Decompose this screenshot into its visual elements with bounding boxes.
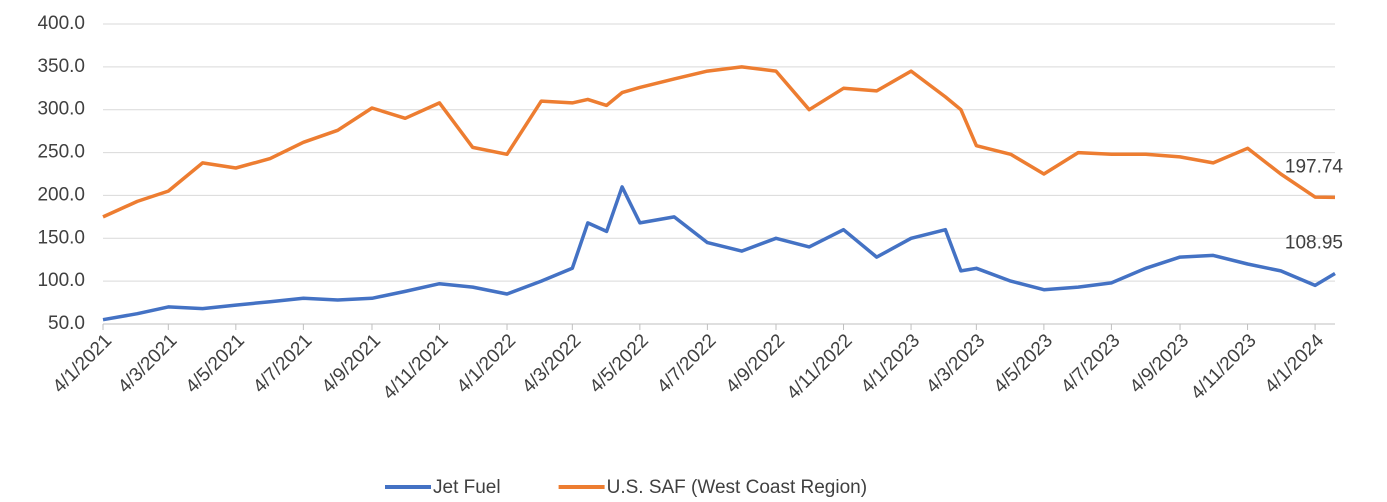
x-tick-label: 4/9/2022 xyxy=(722,330,789,397)
end-value-label: 197.74 xyxy=(1285,156,1344,177)
y-tick-label: 100.0 xyxy=(37,270,85,291)
x-tick-label: 4/11/2021 xyxy=(379,330,453,404)
x-tick-label: 4/1/2021 xyxy=(49,330,116,397)
x-tick-label: 4/11/2023 xyxy=(1187,330,1261,404)
x-tick-label: 4/7/2022 xyxy=(653,330,720,397)
x-tick-label: 4/3/2022 xyxy=(518,330,585,397)
x-tick-label: 4/3/2023 xyxy=(922,330,989,397)
x-tick-label: 4/9/2021 xyxy=(318,330,385,397)
x-tick-label: 4/5/2022 xyxy=(586,330,653,397)
x-tick-label: 4/1/2024 xyxy=(1261,330,1328,397)
x-tick-label: 4/3/2021 xyxy=(114,330,181,397)
x-tick-label: 4/1/2023 xyxy=(857,330,924,397)
y-tick-label: 250.0 xyxy=(37,142,85,163)
end-value-label: 108.95 xyxy=(1285,232,1343,253)
y-tick-label: 300.0 xyxy=(37,99,85,120)
x-tick-label: 4/7/2021 xyxy=(249,330,316,397)
series-line xyxy=(102,185,1336,322)
series-line xyxy=(102,65,1336,219)
x-tick-label: 4/5/2021 xyxy=(182,330,249,397)
y-tick-label: 200.0 xyxy=(37,184,85,205)
y-tick-label: 50.0 xyxy=(48,313,85,334)
x-tick-label: 4/7/2023 xyxy=(1057,330,1124,397)
legend-label: U.S. SAF (West Coast Region) xyxy=(607,477,867,498)
x-tick-label: 4/9/2023 xyxy=(1126,330,1193,397)
x-tick-label: 4/11/2022 xyxy=(783,330,857,404)
y-tick-label: 350.0 xyxy=(37,56,85,77)
y-tick-label: 150.0 xyxy=(37,227,85,248)
x-tick-label: 4/5/2023 xyxy=(990,330,1057,397)
x-tick-label: 4/1/2022 xyxy=(453,330,520,397)
y-tick-label: 400.0 xyxy=(37,13,85,34)
legend-label: Jet Fuel xyxy=(433,477,501,498)
